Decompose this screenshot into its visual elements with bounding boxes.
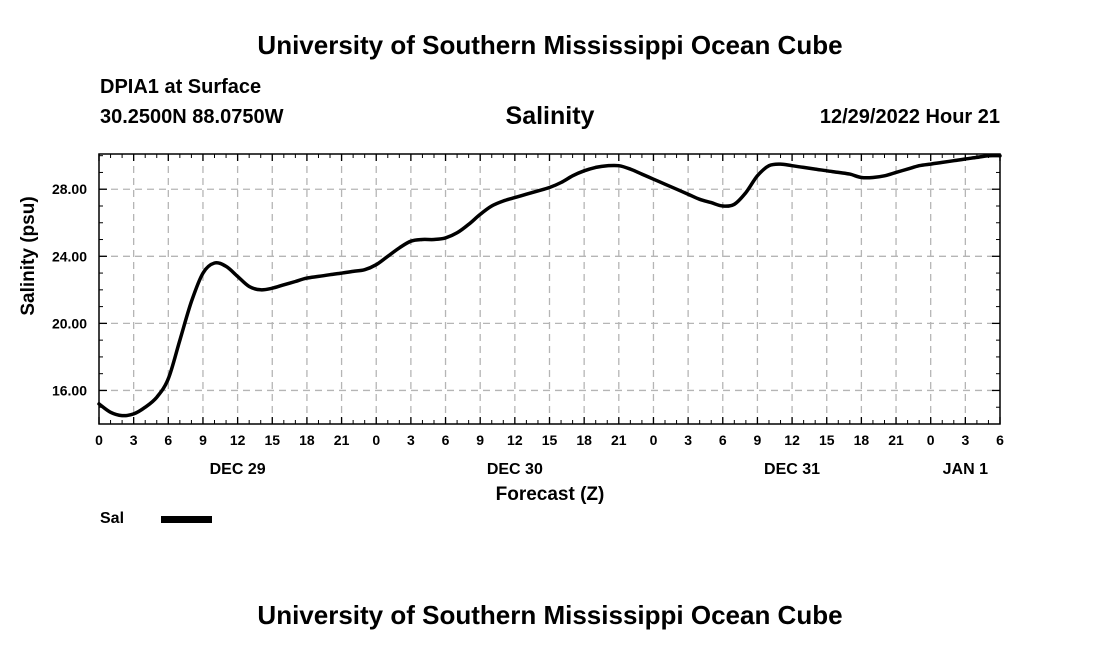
x-tick-label: 9: [476, 432, 484, 448]
x-tick-label: 6: [996, 432, 1004, 448]
day-labels: DEC 29 DEC 30 DEC 31 JAN 1: [210, 461, 989, 478]
grid-lines: [99, 154, 1000, 424]
x-axis-label: Forecast (Z): [496, 484, 605, 505]
x-tick-label: 3: [684, 432, 692, 448]
x-tick-label: 6: [164, 432, 172, 448]
x-tick-label: 18: [299, 432, 315, 448]
y-tick-label: 16.00: [52, 382, 87, 398]
series-line-sal: [97, 153, 1002, 418]
x-tick-label: 9: [199, 432, 207, 448]
x-tick-label: 12: [507, 432, 523, 448]
x-tick-label: 12: [230, 432, 246, 448]
x-tick-label: 21: [888, 432, 904, 448]
x-tick-label: 6: [442, 432, 450, 448]
x-tick-label: 3: [130, 432, 138, 448]
x-tick-label: 0: [927, 432, 935, 448]
legend-swatch-sal: [161, 516, 212, 523]
day-label: DEC 31: [764, 461, 820, 478]
x-tick-label: 18: [854, 432, 870, 448]
page-title: University of Southern Mississippi Ocean…: [257, 30, 843, 60]
station-coordinates: 30.2500N 88.0750W: [100, 106, 284, 128]
axis-ticks: [98, 154, 1001, 425]
x-tick-label: 3: [407, 432, 415, 448]
y-tick-label: 20.00: [52, 315, 87, 331]
chart-title: Salinity: [506, 102, 595, 130]
day-label: DEC 30: [487, 461, 543, 478]
x-tick-label: 9: [754, 432, 762, 448]
day-label: JAN 1: [943, 461, 988, 478]
page-footer-title: University of Southern Mississippi Ocean…: [257, 600, 843, 630]
y-tick-label: 28.00: [52, 181, 87, 197]
forecast-datetime: 12/29/2022 Hour 21: [819, 106, 1000, 128]
x-tick-label: 15: [264, 432, 280, 448]
x-tick-label: 18: [576, 432, 592, 448]
day-label: DEC 29: [210, 461, 266, 478]
x-tick-labels: 0 3 6 9 12 15 18 21 0 3 6 9 12 15 18 21 0 3 6 9 12 15 18 21 0 3 6: [95, 432, 1004, 448]
x-tick-label: 3: [961, 432, 969, 448]
x-tick-label: 15: [542, 432, 558, 448]
x-tick-label: 21: [334, 432, 350, 448]
x-tick-label: 6: [719, 432, 727, 448]
y-tick-label: 24.00: [52, 248, 87, 264]
x-tick-label: 0: [372, 432, 380, 448]
x-tick-label: 15: [819, 432, 835, 448]
y-axis-label: Salinity (psu): [18, 196, 39, 315]
x-tick-label: 0: [95, 432, 103, 448]
y-tick-labels: 16.00 20.00 24.00 28.00: [52, 181, 87, 398]
x-tick-label: 12: [784, 432, 800, 448]
station-name: DPIA1 at Surface: [100, 76, 262, 98]
legend-label-sal: Sal: [100, 510, 125, 527]
x-tick-label: 0: [650, 432, 658, 448]
x-tick-label: 21: [611, 432, 627, 448]
